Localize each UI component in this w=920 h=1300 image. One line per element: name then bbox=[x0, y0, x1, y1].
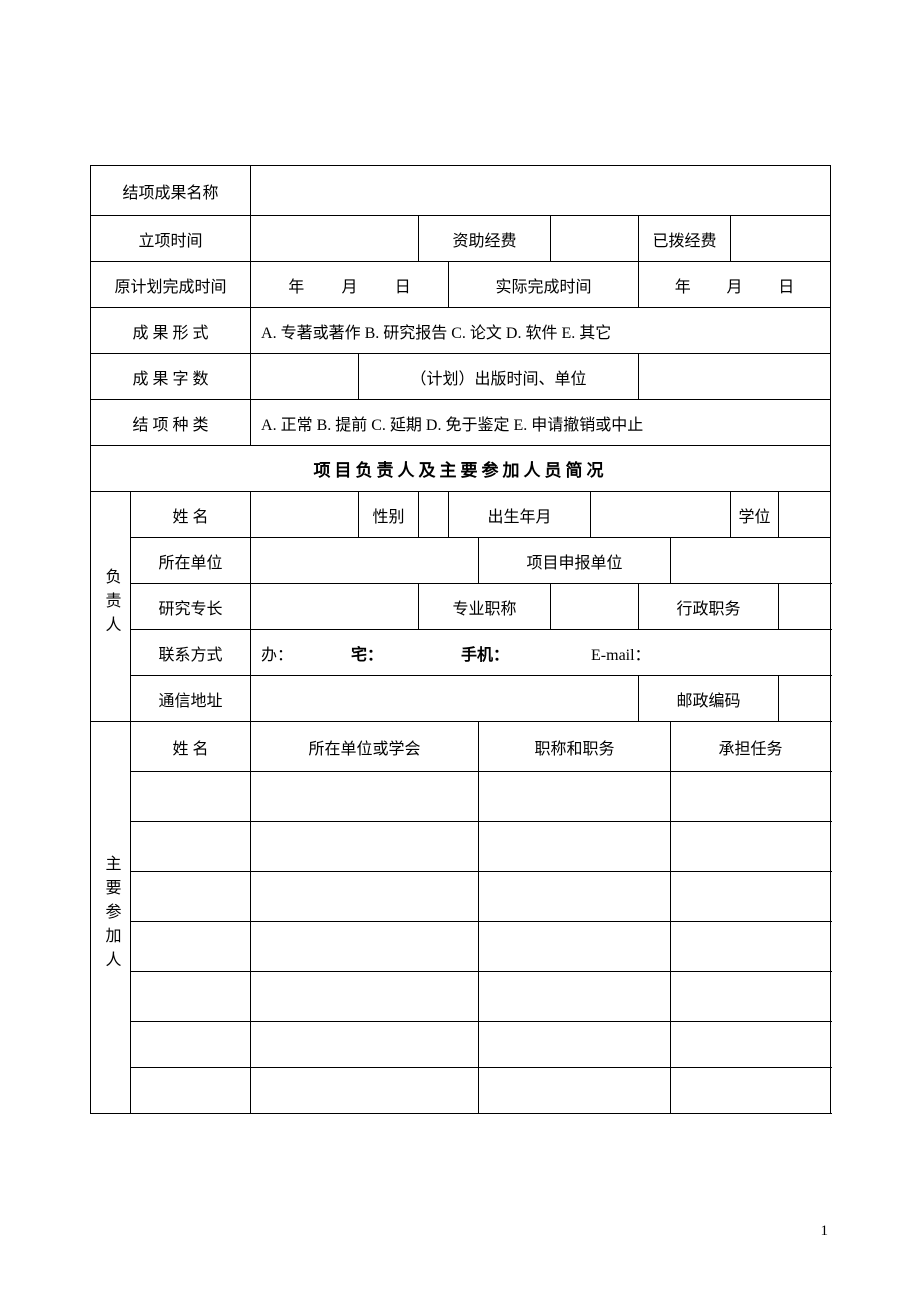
p-title[interactable] bbox=[479, 1022, 671, 1068]
options-close-type[interactable]: A. 正常 B. 提前 C. 延期 D. 免于鉴定 E. 申请撤销或中止 bbox=[251, 400, 831, 446]
table-row bbox=[91, 922, 831, 972]
p-title[interactable] bbox=[479, 872, 671, 922]
options-result-form[interactable]: A. 专著或著作 B. 研究报告 C. 论文 D. 软件 E. 其它 bbox=[251, 308, 831, 354]
day2-label: 日 bbox=[778, 273, 794, 297]
label-unit: 所在单位 bbox=[131, 538, 251, 584]
page-number: 1 bbox=[821, 1223, 829, 1240]
value-prof-title[interactable] bbox=[551, 584, 639, 630]
label-addr: 通信地址 bbox=[131, 676, 251, 722]
p-unit[interactable] bbox=[251, 822, 479, 872]
p-unit[interactable] bbox=[251, 872, 479, 922]
value-gender[interactable] bbox=[419, 492, 449, 538]
table-row bbox=[91, 1068, 831, 1114]
value-paid[interactable] bbox=[731, 216, 831, 262]
value-pub-time[interactable] bbox=[639, 354, 831, 400]
table-row bbox=[91, 1022, 831, 1068]
leader-side-label: 负责人 bbox=[91, 492, 131, 722]
label-contact: 联系方式 bbox=[131, 630, 251, 676]
p-name[interactable] bbox=[131, 772, 251, 822]
value-fund[interactable] bbox=[551, 216, 639, 262]
p-hdr-title: 职称和职务 bbox=[479, 722, 671, 772]
table-row bbox=[91, 772, 831, 822]
label-close-type: 结 项 种 类 bbox=[91, 400, 251, 446]
label-word-count: 成 果 字 数 bbox=[91, 354, 251, 400]
p-name[interactable] bbox=[131, 1022, 251, 1068]
label-paid: 已拨经费 bbox=[639, 216, 731, 262]
p-unit[interactable] bbox=[251, 922, 479, 972]
label-name: 姓 名 bbox=[131, 492, 251, 538]
label-zip: 邮政编码 bbox=[639, 676, 779, 722]
value-actual-date[interactable]: 年 月 日 bbox=[639, 262, 831, 308]
year-label: 年 bbox=[288, 273, 304, 297]
label-fund: 资助经费 bbox=[419, 216, 551, 262]
p-name[interactable] bbox=[131, 922, 251, 972]
label-setup-time: 立项时间 bbox=[91, 216, 251, 262]
p-task[interactable] bbox=[671, 822, 831, 872]
label-actual-complete: 实际完成时间 bbox=[449, 262, 639, 308]
form-page: 结项成果名称 立项时间 资助经费 已拨经费 原计划完成时间 年 月 日 实际完成… bbox=[0, 0, 920, 1114]
p-hdr-name: 姓 名 bbox=[131, 722, 251, 772]
contact-mobile: 手机： bbox=[461, 641, 591, 665]
label-gender: 性别 bbox=[359, 492, 419, 538]
p-name[interactable] bbox=[131, 872, 251, 922]
p-task[interactable] bbox=[671, 1068, 831, 1114]
p-hdr-task: 承担任务 bbox=[671, 722, 831, 772]
label-birth: 出生年月 bbox=[449, 492, 591, 538]
value-unit[interactable] bbox=[251, 538, 479, 584]
value-result-name[interactable] bbox=[251, 166, 831, 216]
value-name[interactable] bbox=[251, 492, 359, 538]
p-title[interactable] bbox=[479, 822, 671, 872]
p-task[interactable] bbox=[671, 1022, 831, 1068]
value-word-count[interactable] bbox=[251, 354, 359, 400]
table-row bbox=[91, 872, 831, 922]
month-label: 月 bbox=[342, 273, 358, 297]
month2-label: 月 bbox=[727, 273, 743, 297]
label-pub-time: （计划）出版时间、单位 bbox=[359, 354, 639, 400]
value-contact[interactable]: 办： 宅： 手机： E-mail： bbox=[251, 630, 831, 676]
value-spec[interactable] bbox=[251, 584, 419, 630]
value-birth[interactable] bbox=[591, 492, 731, 538]
label-prof-title: 专业职称 bbox=[419, 584, 551, 630]
contact-email: E-mail： bbox=[591, 641, 830, 665]
p-title[interactable] bbox=[479, 972, 671, 1022]
value-addr[interactable] bbox=[251, 676, 639, 722]
label-spec: 研究专长 bbox=[131, 584, 251, 630]
p-title[interactable] bbox=[479, 922, 671, 972]
p-name[interactable] bbox=[131, 822, 251, 872]
table-row bbox=[91, 972, 831, 1022]
contact-home: 宅： bbox=[351, 641, 461, 665]
p-task[interactable] bbox=[671, 972, 831, 1022]
label-result-form: 成 果 形 式 bbox=[91, 308, 251, 354]
value-zip[interactable] bbox=[779, 676, 831, 722]
table-row bbox=[91, 822, 831, 872]
day-label: 日 bbox=[395, 273, 411, 297]
p-task[interactable] bbox=[671, 922, 831, 972]
contact-office: 办： bbox=[261, 641, 351, 665]
label-apply-unit: 项目申报单位 bbox=[479, 538, 671, 584]
p-task[interactable] bbox=[671, 772, 831, 822]
p-name[interactable] bbox=[131, 1068, 251, 1114]
section-title: 项目负责人及主要参加人员简况 bbox=[91, 446, 831, 492]
label-admin: 行政职务 bbox=[639, 584, 779, 630]
value-plan-date[interactable]: 年 月 日 bbox=[251, 262, 449, 308]
p-title[interactable] bbox=[479, 1068, 671, 1114]
value-apply-unit[interactable] bbox=[671, 538, 831, 584]
p-unit[interactable] bbox=[251, 972, 479, 1022]
p-hdr-unit: 所在单位或学会 bbox=[251, 722, 479, 772]
participants-side-label: 主要参加人 bbox=[91, 722, 131, 1114]
p-unit[interactable] bbox=[251, 772, 479, 822]
label-degree: 学位 bbox=[731, 492, 779, 538]
value-setup-time[interactable] bbox=[251, 216, 419, 262]
p-title[interactable] bbox=[479, 772, 671, 822]
p-task[interactable] bbox=[671, 872, 831, 922]
p-unit[interactable] bbox=[251, 1022, 479, 1068]
value-degree[interactable] bbox=[779, 492, 831, 538]
year2-label: 年 bbox=[675, 273, 691, 297]
form-table: 结项成果名称 立项时间 资助经费 已拨经费 原计划完成时间 年 月 日 实际完成… bbox=[90, 165, 831, 1114]
p-name[interactable] bbox=[131, 972, 251, 1022]
label-plan-complete: 原计划完成时间 bbox=[91, 262, 251, 308]
p-unit[interactable] bbox=[251, 1068, 479, 1114]
label-result-name: 结项成果名称 bbox=[91, 166, 251, 216]
value-admin[interactable] bbox=[779, 584, 831, 630]
